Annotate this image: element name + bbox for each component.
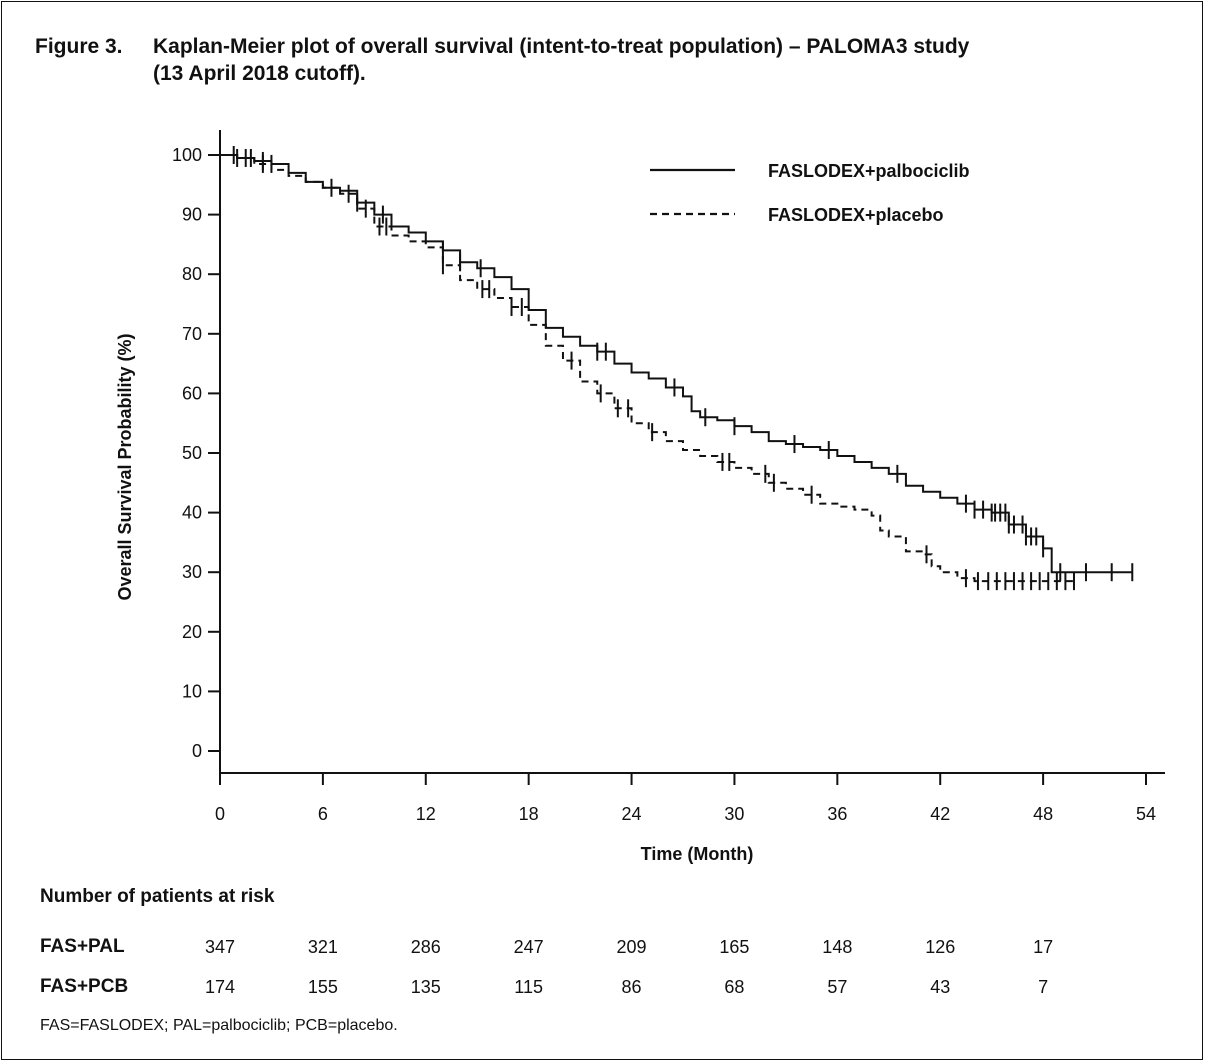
y-tick-label: 0 [192,741,202,761]
x-tick-label: 6 [318,804,328,824]
legend-label: FASLODEX+palbociclib [768,161,970,181]
risk-row-label: FAS+PAL [40,936,125,957]
y-tick-label: 50 [182,443,202,463]
legend-label: FASLODEX+placebo [768,205,944,225]
x-axis-title: Time (Month) [641,844,754,864]
footnote: FAS=FASLODEX; PAL=palbociclib; PCB=place… [40,1017,398,1034]
risk-value: 115 [514,977,544,997]
y-tick-label: 80 [182,264,202,284]
figure-title-line2: (13 April 2018 cutoff). [153,62,366,85]
axes: 0 10 20 30 40 50 60 70 80 90 100 0 6 12 18 24 30 36 42 48 54 [172,130,1165,824]
x-tick-label: 30 [724,804,744,824]
x-tick-label: 0 [215,804,225,824]
risk-value: 135 [410,977,441,997]
risk-value: 286 [410,937,441,957]
risk-value: 43 [930,977,951,997]
y-tick-label: 30 [182,562,202,582]
figure-number: Figure 3. [35,35,123,58]
risk-table-title: Number of patients at risk [40,886,275,907]
risk-value: 86 [621,977,642,997]
y-axis-title: Overall Survival Probability (%) [115,333,135,600]
risk-value: 155 [307,977,338,997]
x-tick-label: 12 [416,804,436,824]
km-plot: 0 10 20 30 40 50 60 70 80 90 100 0 6 12 18 24 30 36 42 48 54… [115,130,1165,864]
x-tick-label: 48 [1033,804,1053,824]
risk-value: 321 [307,937,338,957]
y-tick-label: 20 [182,622,202,642]
risk-value: 7 [1038,977,1049,997]
risk-value: 148 [822,937,853,957]
x-tick-label: 42 [930,804,950,824]
risk-value: 57 [827,977,848,997]
x-tick-label: 18 [519,804,539,824]
y-tick-label: 60 [182,383,202,403]
risk-value: 17 [1033,937,1054,957]
series-line-palbociclib [220,154,1133,574]
x-tick-label: 36 [827,804,847,824]
risk-value: 126 [925,937,956,957]
risk-value: 174 [204,977,236,997]
y-tick-label: 10 [182,681,202,701]
x-tick-label: 54 [1136,804,1156,824]
x-tick-label: 24 [622,804,642,824]
figure-title: Figure 3. Kaplan-Meier plot of overall su… [35,33,969,87]
risk-row-label: FAS+PCB [40,976,129,997]
figure-title-line1: Kaplan-Meier plot of overall survival (i… [153,35,970,58]
y-tick-label: 40 [182,503,202,523]
risk-value: 347 [204,937,236,957]
y-tick-label: 100 [172,145,202,165]
risk-value: 247 [513,937,544,957]
risk-value: 209 [616,937,647,957]
survival-curves [220,146,1134,591]
y-tick-label: 70 [182,324,202,344]
legend: FASLODEX+palbociclib FASLODEX+placebo [650,161,970,225]
risk-value: 68 [724,977,745,997]
risk-value: 165 [719,937,750,957]
y-tick-label: 90 [182,205,202,225]
series-line-placebo [220,154,1078,583]
